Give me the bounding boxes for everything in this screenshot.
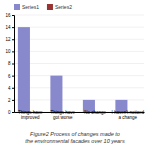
y-tick-label: 0 bbox=[8, 110, 11, 115]
bar bbox=[18, 27, 30, 112]
y-tick-label: 2 bbox=[8, 98, 11, 103]
y-tick-label: 12 bbox=[5, 37, 11, 42]
x-tick-label-line: improved bbox=[21, 115, 40, 120]
legend-swatch bbox=[14, 4, 20, 10]
y-tick: 8 bbox=[8, 61, 14, 66]
y-tick: 2 bbox=[8, 98, 14, 103]
legend-item: Series2 bbox=[47, 4, 72, 10]
x-tick: No change bbox=[84, 110, 106, 115]
y-tick-mark bbox=[12, 112, 14, 113]
legend-label: Series2 bbox=[55, 4, 72, 10]
bar bbox=[50, 76, 62, 112]
y-tick: 14 bbox=[5, 25, 14, 30]
y-tick-label: 8 bbox=[8, 61, 11, 66]
y-axis: 0 2 4 6 8 10 12 14 16 bbox=[5, 13, 14, 115]
grid-line bbox=[14, 75, 144, 76]
x-tick-label-line: a change bbox=[118, 115, 137, 120]
grid-line bbox=[14, 63, 144, 64]
y-tick-label: 14 bbox=[5, 25, 11, 30]
y-tick-label: 6 bbox=[8, 74, 11, 79]
bars bbox=[18, 27, 128, 112]
plot: 0246810121416Things haveimprovedThings h… bbox=[5, 13, 144, 120]
y-tick: 4 bbox=[8, 86, 14, 91]
legend-label: Series1 bbox=[22, 4, 39, 10]
title-line: the environmental facades over 10 years bbox=[25, 138, 125, 144]
x-tick-label: No change bbox=[84, 110, 106, 115]
y-tick: 0 bbox=[8, 110, 14, 115]
chart-svg: 0246810121416Things haveimprovedThings h… bbox=[0, 0, 150, 150]
y-tick-mark bbox=[12, 51, 14, 52]
y-tick-mark bbox=[12, 27, 14, 28]
grid-line bbox=[14, 87, 144, 88]
chart-container: 0246810121416Things haveimprovedThings h… bbox=[0, 0, 150, 150]
y-tick-mark bbox=[12, 64, 14, 65]
grid-line bbox=[14, 39, 144, 40]
grid-line bbox=[14, 15, 144, 16]
legend-item: Series1 bbox=[14, 4, 39, 10]
y-tick: 12 bbox=[5, 37, 14, 42]
x-tick: Things haveimproved bbox=[18, 110, 43, 120]
y-tick-mark bbox=[12, 100, 14, 101]
y-tick-mark bbox=[12, 15, 14, 16]
x-tick-label: I haven't noticeda change bbox=[111, 110, 144, 120]
y-tick-mark bbox=[12, 76, 14, 77]
y-tick: 10 bbox=[5, 49, 14, 54]
x-tick: I haven't noticeda change bbox=[111, 110, 144, 120]
grid bbox=[14, 15, 144, 112]
title-line: Figure2 Process of changes made to bbox=[30, 131, 120, 137]
y-tick-label: 4 bbox=[8, 86, 11, 91]
y-tick: 16 bbox=[5, 13, 14, 18]
x-tick-label: Things havegot worse bbox=[50, 110, 75, 120]
legend: Series1 Series2 bbox=[14, 4, 72, 10]
x-tick-label-line: got worse bbox=[53, 115, 73, 120]
title: Figure2 Process of changes made tothe en… bbox=[25, 131, 125, 144]
legend-swatch bbox=[47, 4, 53, 10]
y-tick: 6 bbox=[8, 74, 14, 79]
x-tick: Things havegot worse bbox=[50, 110, 75, 120]
x-tick-label-line: No change bbox=[84, 110, 106, 115]
x-tick-label: Things haveimproved bbox=[18, 110, 43, 120]
y-tick-mark bbox=[12, 88, 14, 89]
y-tick-mark bbox=[12, 39, 14, 40]
y-axis-line bbox=[12, 16, 15, 113]
x-axis: Things haveimproved Things havegot worse N… bbox=[15, 110, 145, 120]
grid-line bbox=[14, 27, 144, 28]
y-tick-label: 10 bbox=[5, 49, 11, 54]
grid-line bbox=[14, 51, 144, 52]
y-tick-label: 16 bbox=[5, 13, 11, 18]
